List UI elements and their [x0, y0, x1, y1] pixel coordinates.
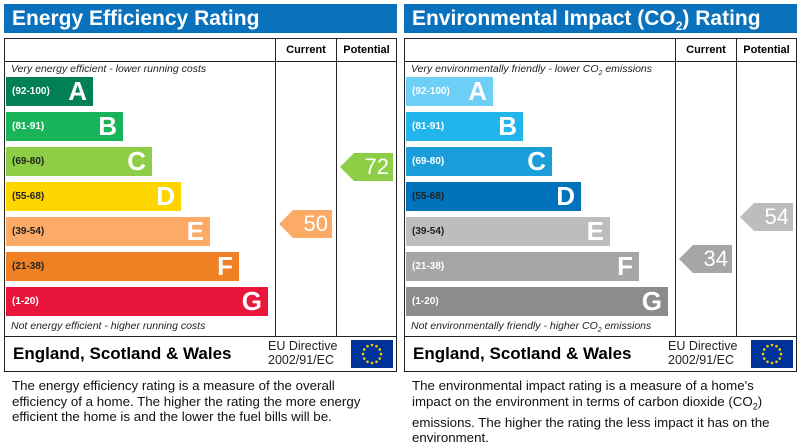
potential-rating-value: 54 [764, 204, 789, 229]
region-label: England, Scotland & Wales [13, 344, 232, 363]
panel-title: Energy Efficiency Rating [4, 4, 397, 33]
rating-chart: Current Potential Very environmentally f… [404, 38, 797, 372]
band-g: (1-20) G [406, 287, 668, 316]
band-letter: C [127, 146, 146, 176]
band-letter: C [527, 146, 546, 176]
band-range: (92-100) [412, 86, 450, 97]
eu-flag-icon [751, 340, 793, 368]
band-letter: E [186, 216, 204, 246]
band-e: (39-54) E [6, 217, 210, 246]
band-d: (55-68) D [406, 182, 581, 211]
potential-header: Potential [743, 44, 790, 56]
band-letter: B [98, 111, 117, 141]
eu-stars [761, 343, 783, 365]
potential-rating-value: 72 [364, 154, 389, 179]
current-header: Current [686, 44, 726, 56]
band-range: (69-80) [12, 156, 45, 167]
current-rating-value: 34 [703, 246, 728, 271]
eu-directive: EU Directive 2002/91/EC [268, 339, 338, 367]
band-letter: B [498, 111, 517, 141]
bottom-note: Not energy efficient - higher running co… [11, 320, 206, 332]
band-a: (92-100) A [6, 77, 93, 106]
band-range: (55-68) [12, 191, 45, 202]
band-letter: G [241, 286, 262, 316]
header-row [5, 39, 396, 62]
header-row [405, 39, 796, 62]
description: The environmental impact rating is a mea… [412, 378, 770, 446]
band-range: (1-20) [12, 296, 39, 307]
band-letter: F [617, 251, 633, 281]
band-letter: A [468, 76, 487, 106]
footer-row: England, Scotland & Wales EU Directive 20… [405, 336, 796, 372]
band-letter: G [641, 286, 662, 316]
band-b: (81-91) B [6, 112, 123, 141]
current-header: Current [286, 44, 326, 56]
band-range: (69-80) [412, 156, 445, 167]
current-column: Current [675, 39, 736, 336]
band-range: (55-68) [412, 191, 445, 202]
panel-title: Environmental Impact (CO2) Rating [404, 4, 797, 33]
potential-header: Potential [343, 44, 390, 56]
band-g: (1-20) G [6, 287, 268, 316]
band-letter: A [68, 76, 87, 106]
band-d: (55-68) D [6, 182, 181, 211]
region-label: England, Scotland & Wales [413, 344, 632, 363]
top-note: Very energy efficient - lower running co… [11, 63, 207, 75]
band-c: (69-80) C [6, 147, 152, 176]
eu-stars [361, 343, 383, 365]
band-letter: E [586, 216, 604, 246]
rating-chart: Current Potential Very energy efficient … [4, 38, 397, 372]
band-letter: F [217, 251, 233, 281]
band-range: (21-38) [412, 261, 445, 272]
description: The energy efficiency rating is a measur… [12, 378, 361, 424]
band-f: (21-38) F [6, 252, 239, 281]
environmental-impact-panel: Environmental Impact (CO2) Rating Curren… [404, 0, 797, 448]
band-letter: D [156, 181, 175, 211]
top-note: Very environmentally friendly - lower CO… [411, 63, 653, 78]
eu-directive: EU Directive 2002/91/EC [668, 339, 738, 367]
potential-column: Potential [736, 39, 796, 336]
current-column: Current [275, 39, 336, 336]
band-range: (1-20) [412, 296, 439, 307]
band-a: (92-100) A [406, 77, 493, 106]
energy-efficiency-panel: Energy Efficiency Rating Current Potenti… [4, 0, 397, 448]
band-range: (39-54) [12, 226, 45, 237]
eu-flag-icon [351, 340, 393, 368]
band-range: (21-38) [12, 261, 45, 272]
current-rating-value: 50 [303, 211, 328, 236]
band-c: (69-80) C [406, 147, 552, 176]
bottom-note: Not environmentally friendly - higher CO… [411, 320, 652, 335]
band-range: (81-91) [412, 121, 445, 132]
band-range: (92-100) [12, 86, 50, 97]
footer-row: England, Scotland & Wales EU Directive 20… [5, 336, 396, 372]
band-letter: D [556, 181, 575, 211]
band-range: (39-54) [412, 226, 445, 237]
potential-column: Potential [336, 39, 396, 336]
band-f: (21-38) F [406, 252, 639, 281]
band-b: (81-91) B [406, 112, 523, 141]
band-range: (81-91) [12, 121, 45, 132]
band-e: (39-54) E [406, 217, 610, 246]
